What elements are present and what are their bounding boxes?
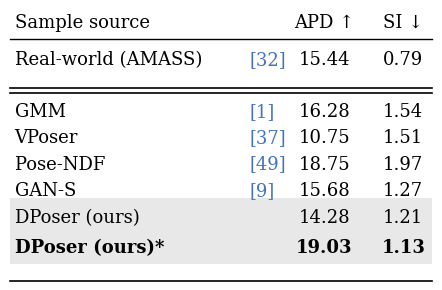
Text: GAN-S: GAN-S [15, 182, 82, 200]
Text: 1.21: 1.21 [383, 209, 423, 227]
Text: [32]: [32] [250, 51, 286, 69]
Text: VPoser: VPoser [15, 129, 84, 147]
Text: 1.27: 1.27 [383, 182, 423, 200]
Text: 15.68: 15.68 [298, 182, 350, 200]
Text: Pose-NDF: Pose-NDF [15, 155, 110, 173]
Text: [37]: [37] [250, 129, 286, 147]
Text: Real-world (AMASS): Real-world (AMASS) [15, 51, 208, 69]
Text: 19.03: 19.03 [296, 240, 352, 258]
Text: 18.75: 18.75 [298, 155, 350, 173]
Text: 1.54: 1.54 [383, 103, 423, 121]
Text: 1.51: 1.51 [383, 129, 423, 147]
Text: DPoser (ours): DPoser (ours) [15, 209, 139, 227]
Text: 16.28: 16.28 [298, 103, 350, 121]
Text: GMM: GMM [15, 103, 71, 121]
Text: 0.79: 0.79 [383, 51, 423, 69]
Text: Sample source: Sample source [15, 14, 149, 32]
Text: 1.13: 1.13 [381, 240, 425, 258]
FancyBboxPatch shape [10, 198, 432, 264]
Text: SI ↓: SI ↓ [383, 14, 423, 32]
Text: 10.75: 10.75 [298, 129, 350, 147]
Text: DPoser (ours)*: DPoser (ours)* [15, 240, 164, 258]
Text: [49]: [49] [250, 155, 286, 173]
Text: 14.28: 14.28 [298, 209, 350, 227]
Text: [1]: [1] [250, 103, 275, 121]
Text: 15.44: 15.44 [298, 51, 350, 69]
Text: APD ↑: APD ↑ [294, 14, 354, 32]
Text: [9]: [9] [250, 182, 275, 200]
Text: 1.97: 1.97 [383, 155, 423, 173]
